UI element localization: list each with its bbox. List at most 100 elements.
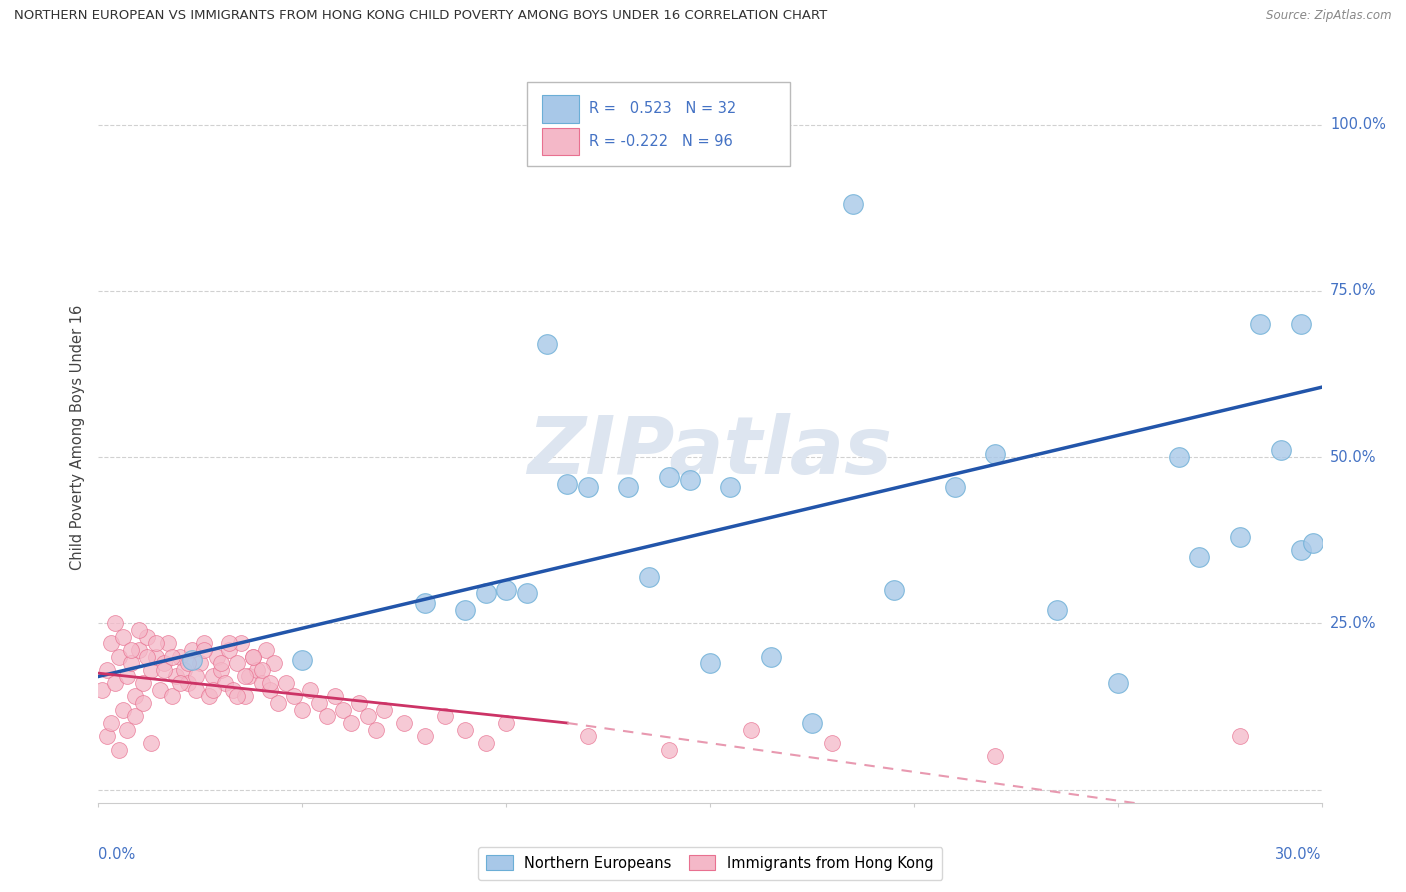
Point [141, 663, 163, 677]
Point [104, 676, 127, 690]
Point [413, 596, 436, 610]
Point [186, 669, 208, 683]
Point [373, 703, 395, 717]
Point [169, 676, 191, 690]
Point [120, 656, 142, 670]
Point [291, 653, 314, 667]
Point [658, 742, 681, 756]
Point [104, 616, 127, 631]
FancyBboxPatch shape [526, 82, 790, 167]
Point [474, 586, 498, 600]
Point [1188, 549, 1211, 564]
Point [454, 603, 477, 617]
Point [136, 649, 159, 664]
Point [1167, 450, 1189, 464]
Bar [543, 128, 579, 155]
Point [115, 669, 138, 683]
Point [197, 690, 219, 704]
Point [209, 656, 232, 670]
Point [145, 649, 167, 664]
Point [392, 716, 416, 731]
Point [132, 676, 155, 690]
Point [160, 690, 183, 704]
Point [152, 663, 174, 677]
Point [617, 480, 640, 494]
Point [1107, 676, 1129, 690]
Point [193, 643, 215, 657]
Point [801, 716, 824, 731]
Point [188, 656, 212, 670]
Point [246, 663, 269, 677]
Point [1045, 603, 1069, 617]
Point [115, 723, 138, 737]
Point [250, 663, 273, 677]
Point [214, 676, 236, 690]
Point [495, 716, 517, 731]
Legend: Northern Europeans, Immigrants from Hong Kong: Northern Europeans, Immigrants from Hong… [478, 847, 942, 880]
Point [821, 736, 844, 750]
Text: 75.0%: 75.0% [1330, 284, 1376, 298]
Point [111, 630, 134, 644]
Point [100, 636, 122, 650]
Point [434, 709, 457, 723]
Point [943, 480, 966, 494]
Point [883, 582, 905, 597]
Point [254, 643, 277, 657]
Text: 100.0%: 100.0% [1330, 117, 1386, 132]
Text: 25.0%: 25.0% [1330, 615, 1376, 631]
Point [177, 656, 200, 670]
Point [308, 696, 330, 710]
Text: 0.0%: 0.0% [98, 847, 135, 862]
Point [1229, 530, 1251, 544]
Point [136, 630, 159, 644]
Text: ZIPatlas: ZIPatlas [527, 413, 893, 491]
Point [91, 682, 114, 697]
Point [332, 703, 354, 717]
Point [841, 197, 863, 211]
Point [201, 669, 224, 683]
Point [165, 669, 187, 683]
Point [141, 736, 163, 750]
Point [218, 636, 240, 650]
Point [1291, 543, 1313, 558]
Point [96, 663, 118, 677]
Point [193, 636, 215, 650]
Point [1270, 443, 1292, 458]
Point [576, 480, 599, 494]
Point [718, 480, 742, 494]
Bar [543, 95, 579, 122]
Point [495, 582, 517, 597]
Point [274, 676, 297, 690]
Point [315, 709, 337, 723]
Y-axis label: Child Poverty Among Boys Under 16: Child Poverty Among Boys Under 16 [70, 304, 86, 570]
Point [205, 649, 228, 664]
Point [984, 749, 1007, 764]
Point [267, 696, 290, 710]
Point [555, 476, 579, 491]
Point [124, 709, 146, 723]
Point [120, 643, 142, 657]
Point [156, 636, 179, 650]
Text: 50.0%: 50.0% [1330, 450, 1376, 465]
Text: 30.0%: 30.0% [1275, 847, 1322, 862]
Point [181, 653, 204, 667]
Point [356, 709, 378, 723]
Point [226, 690, 249, 704]
Point [679, 473, 702, 487]
Point [132, 696, 155, 710]
Point [218, 643, 240, 657]
Point [637, 570, 661, 584]
Point [413, 729, 436, 743]
Point [349, 696, 371, 710]
Point [454, 723, 477, 737]
Point [250, 676, 273, 690]
Point [984, 447, 1007, 461]
Point [149, 682, 172, 697]
Point [1249, 317, 1271, 331]
Point [128, 623, 150, 637]
Point [108, 742, 131, 756]
Point [124, 690, 146, 704]
Point [145, 636, 167, 650]
Point [160, 649, 183, 664]
Point [576, 729, 599, 743]
